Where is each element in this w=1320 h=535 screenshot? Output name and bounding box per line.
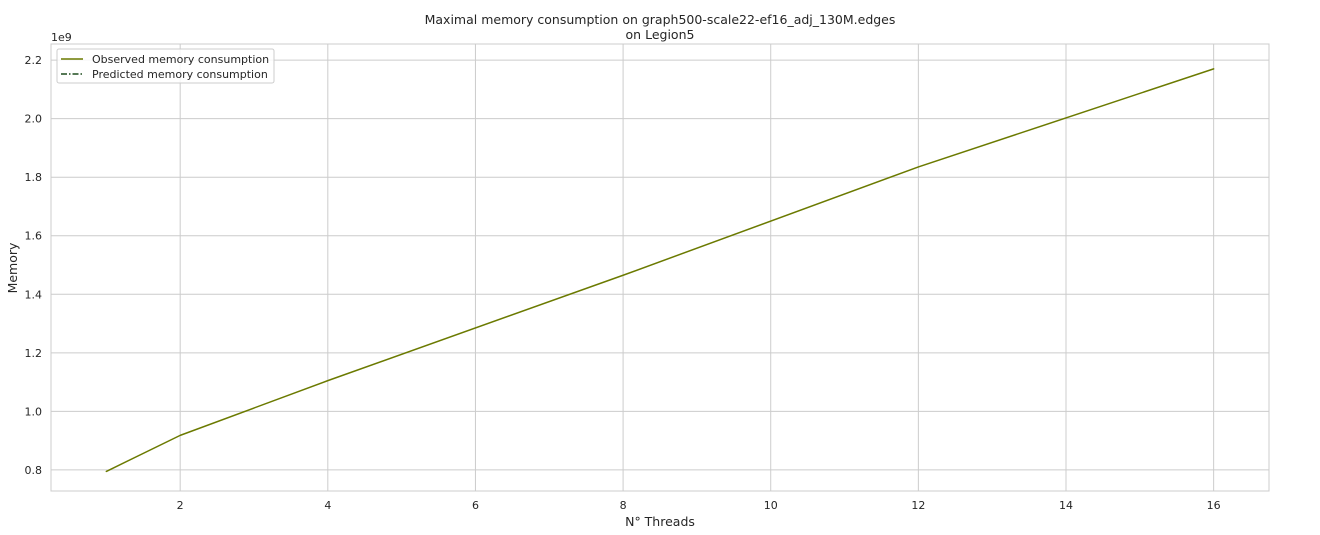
- chart-title: Maximal memory consumption on graph500-s…: [425, 12, 896, 27]
- series-line-observed: [105, 68, 1215, 473]
- y-axis-label: Memory: [5, 242, 20, 293]
- x-tick-label: 8: [620, 499, 627, 512]
- plot-frame: [50, 43, 1270, 492]
- x-tick-label: 10: [764, 499, 778, 512]
- legend-label-observed: Observed memory consumption: [92, 53, 269, 66]
- legend-label-predicted: Predicted memory consumption: [92, 68, 268, 81]
- x-tick-label: 14: [1059, 499, 1073, 512]
- x-tick-label: 16: [1207, 499, 1221, 512]
- y-tick-label: 1.0: [25, 405, 43, 418]
- y-tick-label: 1.4: [25, 288, 43, 301]
- y-tick-label: 2.2: [25, 54, 43, 67]
- y-offset-label: 1e9: [51, 31, 72, 44]
- y-tick-label: 0.8: [25, 464, 43, 477]
- y-tick-label: 1.2: [25, 347, 43, 360]
- y-tick-label: 1.6: [25, 230, 43, 243]
- y-tick-labels: 0.8 1.0 1.2 1.4 1.6 1.8 2.0 2.2: [25, 54, 43, 477]
- chart-subtitle: on Legion5: [626, 27, 695, 42]
- x-tick-labels: 2 4 6 8 10 12 14 16: [177, 499, 1221, 512]
- series-layer: [105, 68, 1215, 473]
- y-tick-label: 2.0: [25, 113, 43, 126]
- x-axis-label: N° Threads: [625, 514, 695, 529]
- x-tick-label: 6: [472, 499, 479, 512]
- x-tick-label: 12: [911, 499, 925, 512]
- y-tick-label: 1.8: [25, 171, 43, 184]
- x-tick-label: 4: [324, 499, 331, 512]
- legend-box: [56, 48, 275, 84]
- legend: Observed memory consumption Predicted me…: [56, 48, 275, 84]
- x-tick-label: 2: [177, 499, 184, 512]
